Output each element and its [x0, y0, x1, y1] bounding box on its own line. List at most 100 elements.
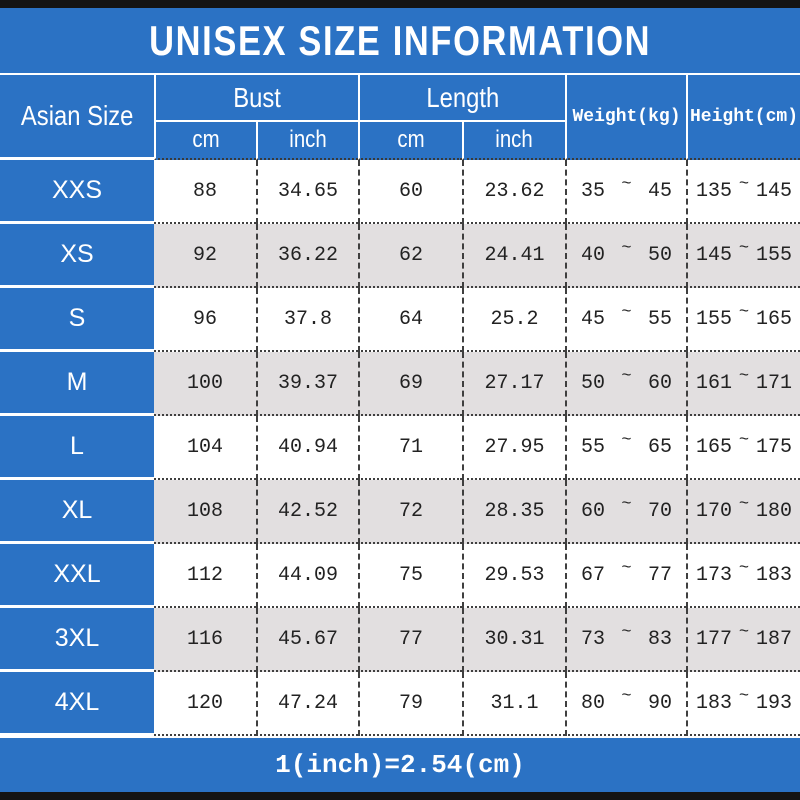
column-header-length-group: Length — [358, 75, 565, 122]
height-range-cell: 170 ~180 — [686, 480, 800, 544]
table-row-3xl: 3XL 116 45.67 77 30.31 73 ~83 177 ~187 — [0, 608, 800, 672]
weight-range-cell: 40 ~50 — [565, 224, 686, 288]
table-row-s: S 96 37.8 64 25.2 45 ~55 155 ~165 — [0, 288, 800, 352]
length-inch-cell: 29.53 — [462, 544, 565, 608]
footer-band: 1(inch)=2.54(cm) — [0, 736, 800, 792]
table-header: Asian Size Bust Length cm inch cm inch W… — [0, 75, 800, 160]
length-cm-cell: 69 — [358, 352, 462, 416]
length-inch-cell: 27.95 — [462, 416, 565, 480]
length-cm-cell: 60 — [358, 160, 462, 224]
bust-inch-cell: 34.65 — [256, 160, 358, 224]
length-cm-cell: 77 — [358, 608, 462, 672]
column-header-height: Height(cm) — [686, 75, 800, 160]
table-row-xxs: XXS 88 34.65 60 23.62 35 ~45 135 ~145 — [0, 160, 800, 224]
column-header-length-cm: cm — [358, 122, 462, 160]
height-range-cell: 135 ~145 — [686, 160, 800, 224]
table-row-xl: XL 108 42.52 72 28.35 60 ~70 170 ~180 — [0, 480, 800, 544]
length-cm-cell: 62 — [358, 224, 462, 288]
size-cell: XXS — [0, 160, 154, 224]
table-row-xxl: XXL 112 44.09 75 29.53 67 ~77 173 ~183 — [0, 544, 800, 608]
bust-cm-cell: 104 — [154, 416, 256, 480]
tilde-separator: ~ — [621, 174, 632, 194]
bust-cm-cell: 88 — [154, 160, 256, 224]
column-header-length-inch: inch — [462, 122, 565, 160]
size-cell: XL — [0, 480, 154, 544]
bust-inch-cell: 42.52 — [256, 480, 358, 544]
conversion-note: 1(inch)=2.54(cm) — [275, 750, 525, 780]
bust-inch-cell: 37.8 — [256, 288, 358, 352]
tilde-separator: ~ — [738, 302, 750, 322]
tilde-separator: ~ — [621, 494, 632, 514]
tilde-separator: ~ — [621, 238, 632, 258]
weight-range-cell: 35 ~45 — [565, 160, 686, 224]
length-inch-cell: 23.62 — [462, 160, 565, 224]
tilde-separator: ~ — [738, 558, 750, 578]
column-header-weight: Weight(kg) — [565, 75, 686, 160]
weight-range-cell: 80 ~90 — [565, 672, 686, 736]
weight-range-cell: 45 ~55 — [565, 288, 686, 352]
bust-cm-cell: 92 — [154, 224, 256, 288]
bust-cm-cell: 96 — [154, 288, 256, 352]
bust-inch-cell: 44.09 — [256, 544, 358, 608]
length-inch-cell: 28.35 — [462, 480, 565, 544]
column-header-bust-cm: cm — [154, 122, 256, 160]
length-cm-cell: 64 — [358, 288, 462, 352]
size-cell: 3XL — [0, 608, 154, 672]
tilde-separator: ~ — [738, 238, 750, 258]
tilde-separator: ~ — [621, 430, 632, 450]
height-range-cell: 165 ~175 — [686, 416, 800, 480]
height-range-cell: 177 ~187 — [686, 608, 800, 672]
title-band: UNISEX SIZE INFORMATION — [0, 8, 800, 75]
size-cell: L — [0, 416, 154, 480]
weight-range-cell: 55 ~65 — [565, 416, 686, 480]
length-inch-cell: 25.2 — [462, 288, 565, 352]
bust-cm-cell: 120 — [154, 672, 256, 736]
length-inch-cell: 24.41 — [462, 224, 565, 288]
size-cell: S — [0, 288, 154, 352]
length-cm-cell: 79 — [358, 672, 462, 736]
height-range-cell: 173 ~183 — [686, 544, 800, 608]
bust-inch-cell: 36.22 — [256, 224, 358, 288]
height-range-cell: 183 ~193 — [686, 672, 800, 736]
bottom-black-bar — [0, 792, 800, 800]
height-range-cell: 155 ~165 — [686, 288, 800, 352]
height-range-cell: 161 ~171 — [686, 352, 800, 416]
tilde-separator: ~ — [738, 622, 750, 642]
length-cm-cell: 75 — [358, 544, 462, 608]
size-cell: M — [0, 352, 154, 416]
weight-range-cell: 60 ~70 — [565, 480, 686, 544]
length-cm-cell: 72 — [358, 480, 462, 544]
table-body: XXS 88 34.65 60 23.62 35 ~45 135 ~145 XS 9… — [0, 160, 800, 736]
size-cell: XS — [0, 224, 154, 288]
column-header-asian-size: Asian Size — [0, 75, 154, 160]
table-row-l: L 104 40.94 71 27.95 55 ~65 165 ~175 — [0, 416, 800, 480]
page-title: UNISEX SIZE INFORMATION — [148, 16, 652, 64]
tilde-separator: ~ — [621, 366, 632, 386]
weight-range-cell: 50 ~60 — [565, 352, 686, 416]
bust-inch-cell: 39.37 — [256, 352, 358, 416]
bust-cm-cell: 100 — [154, 352, 256, 416]
bust-cm-cell: 108 — [154, 480, 256, 544]
size-cell: 4XL — [0, 672, 154, 736]
column-header-bust-group: Bust — [154, 75, 358, 122]
bust-inch-cell: 45.67 — [256, 608, 358, 672]
bust-inch-cell: 40.94 — [256, 416, 358, 480]
weight-range-cell: 73 ~83 — [565, 608, 686, 672]
column-header-bust-inch: inch — [256, 122, 358, 160]
length-inch-cell: 30.31 — [462, 608, 565, 672]
bust-inch-cell: 47.24 — [256, 672, 358, 736]
height-range-cell: 145 ~155 — [686, 224, 800, 288]
tilde-separator: ~ — [621, 622, 632, 642]
length-inch-cell: 31.1 — [462, 672, 565, 736]
table-row-xs: XS 92 36.22 62 24.41 40 ~50 145 ~155 — [0, 224, 800, 288]
tilde-separator: ~ — [621, 558, 632, 578]
tilde-separator: ~ — [738, 686, 750, 706]
bust-cm-cell: 116 — [154, 608, 256, 672]
weight-range-cell: 67 ~77 — [565, 544, 686, 608]
length-inch-cell: 27.17 — [462, 352, 565, 416]
size-cell: XXL — [0, 544, 154, 608]
top-black-bar — [0, 0, 800, 8]
tilde-separator: ~ — [738, 366, 750, 386]
length-cm-cell: 71 — [358, 416, 462, 480]
